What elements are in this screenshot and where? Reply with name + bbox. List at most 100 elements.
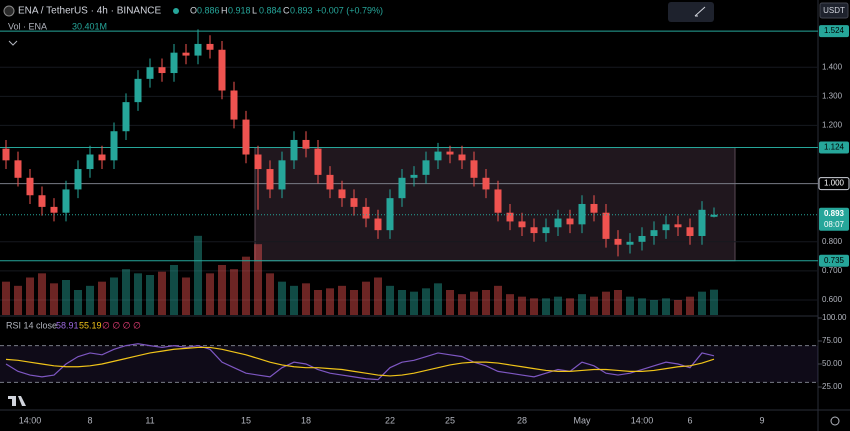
candle-body: [626, 241, 634, 245]
volume-bar: [86, 285, 94, 315]
volume-bar: [194, 235, 202, 315]
volume-bar: [458, 294, 466, 315]
candle-body: [398, 177, 406, 199]
candle-body: [710, 214, 718, 217]
candle-body: [650, 230, 658, 236]
candle-body: [242, 119, 250, 155]
volume-bar: [314, 290, 322, 315]
candle-body: [518, 221, 526, 228]
candle-body: [410, 174, 418, 178]
volume-bar: [614, 290, 622, 315]
volume-bar: [38, 273, 46, 315]
candle-body: [290, 139, 298, 161]
y-tick-label: 0.600: [822, 295, 843, 304]
level-badge: [819, 254, 849, 267]
volume-bar: [266, 273, 274, 315]
y-tick-label: 0.700: [822, 266, 843, 275]
volume-bar: [278, 281, 286, 315]
draw-icon[interactable]: [694, 6, 706, 17]
rsi-band: [0, 345, 818, 383]
volume-bar: [218, 265, 226, 315]
candle-body: [362, 206, 370, 219]
x-tick-label: 28: [517, 415, 527, 425]
rsi-title: RSI 14 close: [6, 320, 57, 330]
volume-bar: [518, 296, 526, 315]
candle-body: [686, 227, 694, 236]
candle-body: [542, 227, 550, 234]
x-tick-label: 14:00: [19, 415, 42, 425]
y-tick-label: 0.800: [822, 237, 843, 246]
candle-body: [554, 218, 562, 228]
volume-bar: [338, 285, 346, 315]
volume-bar: [374, 277, 382, 315]
currency[interactable]: USDT: [823, 6, 845, 15]
rsi-tick-label: 100.00: [822, 313, 847, 322]
candle-body: [470, 160, 478, 178]
volume-bar: [14, 285, 22, 315]
y-tick-label: 1.200: [822, 121, 843, 130]
volume-bar: [182, 277, 190, 315]
candle-body: [170, 52, 178, 74]
volume-bar: [662, 298, 670, 315]
rsi-line: [5, 343, 715, 381]
candle-body: [590, 203, 598, 213]
candle-body: [194, 43, 202, 56]
level-badge: [819, 141, 849, 154]
rsi-tick-label: 75.00: [822, 336, 843, 345]
volume-bar: [422, 288, 430, 315]
candle-body: [302, 139, 310, 149]
candle-body: [602, 212, 610, 239]
ohlc-key: L: [252, 5, 257, 15]
volume-bar: [362, 281, 370, 315]
collapse-icon[interactable]: [8, 40, 18, 46]
level-label: 1.524: [824, 26, 845, 35]
candle-body: [530, 227, 538, 234]
candle-body: [326, 174, 334, 190]
volume-bar: [482, 290, 490, 315]
volume-bar: [410, 291, 418, 315]
candle-body: [674, 224, 682, 228]
volume-bar: [590, 296, 598, 315]
candle-body: [338, 189, 346, 199]
candle-body: [422, 160, 430, 175]
candle-body: [458, 154, 466, 161]
volume-bar: [206, 273, 214, 315]
ohlc-value: 0.884: [259, 5, 282, 15]
candle-body: [182, 52, 190, 56]
rsi-value: 58.91: [56, 320, 79, 330]
volume-bar: [62, 280, 70, 315]
candle-body: [278, 160, 286, 190]
candle-body: [206, 43, 214, 50]
x-tick-label: May: [573, 415, 591, 425]
x-tick-label: 11: [145, 415, 154, 425]
rsi-ma-line: [5, 346, 715, 377]
volume-bar: [2, 281, 10, 315]
volume-bar: [134, 273, 142, 315]
volume-bar: [686, 296, 694, 315]
currency-button[interactable]: [819, 2, 849, 19]
settings-icon[interactable]: [830, 416, 840, 426]
price-badge: [819, 207, 849, 231]
volume-bar: [98, 281, 106, 315]
ohlc-value: 0.918: [228, 5, 251, 15]
market-status: [173, 8, 179, 14]
volume-bar: [494, 285, 502, 315]
candle-body: [350, 198, 358, 207]
volume-bar: [110, 277, 118, 315]
ohlc-key: H: [221, 5, 228, 15]
drawing-toolbar[interactable]: [668, 2, 714, 22]
rsi-ma-value: 55.19: [79, 320, 102, 330]
candle-body: [86, 154, 94, 170]
volume-bar: [626, 296, 634, 315]
volume-bar: [350, 290, 358, 315]
candle-body: [122, 102, 130, 132]
candle-body: [98, 154, 106, 161]
volume-bar: [230, 269, 238, 315]
symbol: ENA / TetherUS · 4h · BINANCE: [18, 6, 162, 17]
candle-body: [14, 160, 22, 178]
volume-title: Vol · ENA: [8, 21, 47, 31]
x-tick-label: 6: [687, 415, 692, 425]
candle-body: [374, 218, 382, 231]
volume-last: 30.401M: [72, 21, 107, 31]
x-tick-label: 22: [385, 415, 395, 425]
